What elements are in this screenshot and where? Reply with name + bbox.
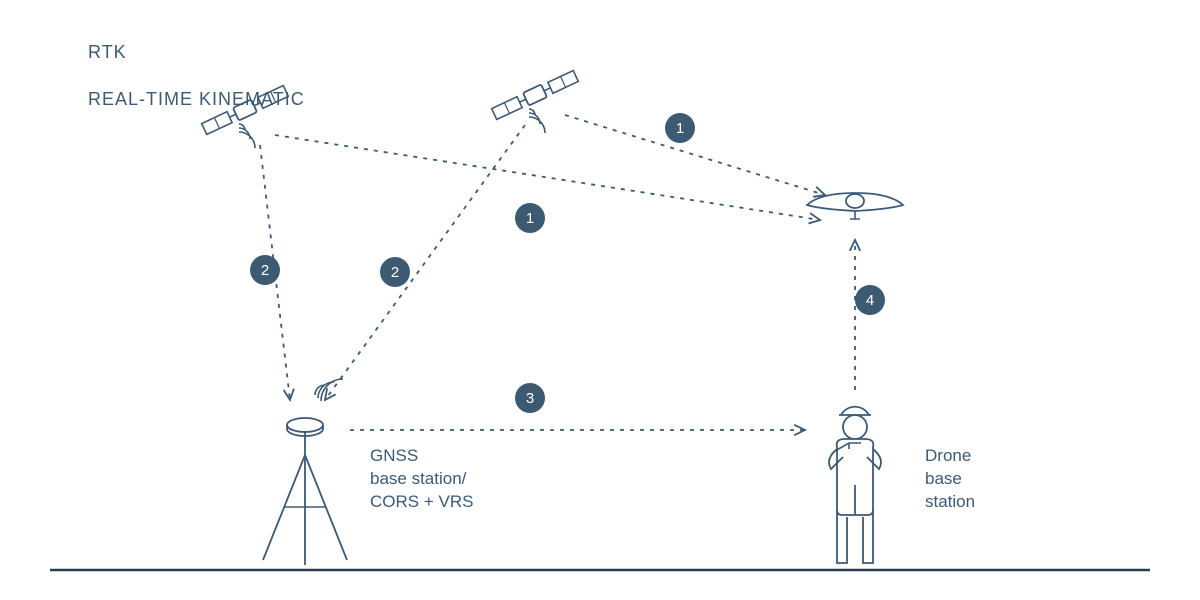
diagram-root: RTK REAL-TIME KINEMATIC: [0, 0, 1200, 600]
edge-e1a: [565, 115, 825, 195]
operator-label: Drone base station: [925, 445, 975, 514]
arrowhead-e3: [794, 425, 805, 435]
operator-icon: [829, 407, 881, 563]
edge-e1b: [275, 135, 820, 220]
gnss-label: GNSS base station/ CORS + VRS: [370, 445, 473, 514]
badge-3: 3: [515, 383, 545, 413]
badge-2b: 2: [380, 257, 410, 287]
gnss-station-icon: [263, 379, 347, 565]
drone-icon: [807, 193, 903, 219]
badge-4: 4: [855, 285, 885, 315]
satellite-left-icon: [202, 86, 289, 148]
satellite-center-icon: [492, 71, 579, 133]
edges-group: [260, 115, 860, 435]
diagram-svg: [0, 0, 1200, 600]
edge-e2b: [325, 125, 525, 400]
badge-2a: 2: [250, 255, 280, 285]
badge-1a: 1: [665, 113, 695, 143]
badge-1b: 1: [515, 203, 545, 233]
